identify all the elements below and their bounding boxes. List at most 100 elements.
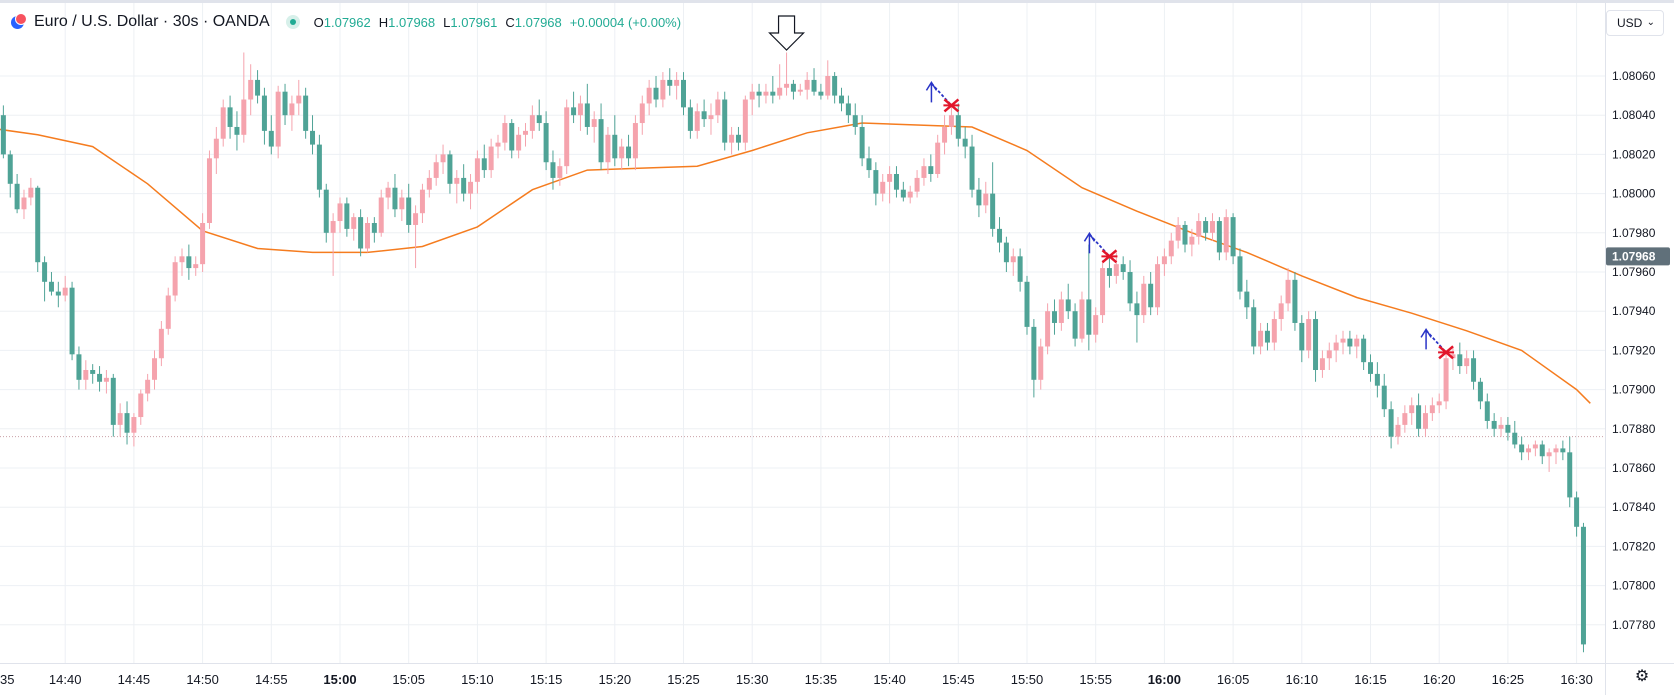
candle [983, 181, 989, 214]
candle-body [1017, 256, 1023, 282]
candle [1051, 299, 1057, 335]
time-tick-label: 15:45 [942, 672, 975, 687]
time-tick-label: 15:00 [323, 672, 356, 687]
candle-body [1038, 346, 1044, 380]
candle [1319, 350, 1325, 378]
candle [468, 174, 474, 210]
candle [1113, 252, 1119, 284]
current-price-tag: 1.07968 [1606, 247, 1670, 266]
candle-body [1313, 319, 1319, 370]
candle-body [83, 370, 89, 380]
candle [76, 346, 82, 390]
candle-body [48, 281, 54, 292]
candle-body [681, 79, 686, 108]
candle [1038, 338, 1044, 390]
candle [35, 185, 41, 272]
candle-body [1264, 330, 1270, 343]
candle-body [371, 223, 377, 233]
time-tick-label: 14:55 [255, 672, 288, 687]
candle-body [1155, 264, 1161, 308]
candle-body [344, 203, 350, 229]
candle [1120, 256, 1126, 280]
candle-body [1106, 268, 1112, 276]
time-tick-label: 15:55 [1079, 672, 1112, 687]
candle [1574, 491, 1580, 537]
candle [1464, 350, 1470, 374]
candle [639, 95, 645, 135]
top-border [0, 0, 1674, 3]
candle-body [797, 89, 803, 92]
candle-body [516, 134, 522, 151]
time-tick-label: 16:30 [1560, 672, 1593, 687]
candle [145, 373, 151, 402]
candle [323, 183, 329, 243]
candle [1209, 213, 1215, 241]
candle [234, 111, 240, 151]
candle [14, 174, 20, 214]
candle-body [1409, 405, 1415, 414]
candle [1086, 244, 1092, 351]
candle [811, 68, 817, 96]
time-tick-label: 14:40 [49, 672, 82, 687]
market-open-dot-icon[interactable] [285, 15, 300, 29]
time-tick-label: 15:50 [1011, 672, 1044, 687]
candle-body [117, 413, 123, 425]
candle [976, 177, 982, 218]
candle [186, 244, 192, 280]
candle [804, 72, 810, 100]
arrow-up-icon [1083, 231, 1096, 242]
candle-body [378, 197, 384, 233]
candle [0, 105, 6, 159]
price-change: +0.00004 (+0.00%) [569, 14, 682, 30]
candle [845, 95, 851, 124]
candle [419, 183, 425, 223]
candle [756, 83, 762, 108]
candle-body [1278, 303, 1284, 320]
candle [577, 95, 583, 131]
candle-body [1416, 405, 1422, 429]
candle-body [289, 103, 295, 116]
candle [385, 181, 391, 210]
candle-body [818, 91, 824, 96]
candle [887, 166, 893, 204]
candle [790, 79, 796, 100]
candle [1443, 350, 1449, 410]
gear-icon[interactable]: ⚙ [1634, 668, 1650, 685]
price-tick-label: 1.08060 [1612, 69, 1656, 83]
candle-body [1580, 526, 1586, 645]
candle [962, 126, 968, 159]
candle [1244, 279, 1250, 320]
price-tick-label: 1.07840 [1612, 500, 1656, 514]
candle [220, 99, 226, 147]
candle [1010, 248, 1016, 276]
symbol-title[interactable]: Euro / U.S. Dollar · 30s · OANDA [34, 13, 270, 30]
candle-body [1491, 420, 1497, 429]
candle-body [1189, 236, 1195, 245]
candle-body [598, 119, 604, 163]
candle [990, 162, 996, 237]
time-tick-label: 35 [0, 672, 14, 687]
candle [1326, 342, 1332, 370]
candle-body [880, 181, 886, 194]
candle [687, 99, 693, 139]
candle-body [660, 79, 666, 100]
candle [763, 83, 769, 104]
candle-body [502, 123, 508, 143]
candle-body [577, 103, 583, 116]
candle [62, 275, 68, 302]
candle [131, 413, 137, 447]
arrow-up-icon [925, 80, 938, 91]
candle [729, 126, 735, 155]
candle-body [1340, 338, 1346, 343]
candle [694, 103, 700, 139]
candle [1361, 334, 1367, 370]
candle [1237, 248, 1243, 300]
currency-select[interactable]: USD ⌄ [1606, 10, 1664, 36]
candle [591, 111, 597, 143]
candle [1155, 256, 1161, 316]
candle-body [1484, 401, 1490, 421]
candle-body [131, 417, 137, 433]
candle-body [1127, 272, 1133, 304]
candle-body [1388, 409, 1394, 437]
